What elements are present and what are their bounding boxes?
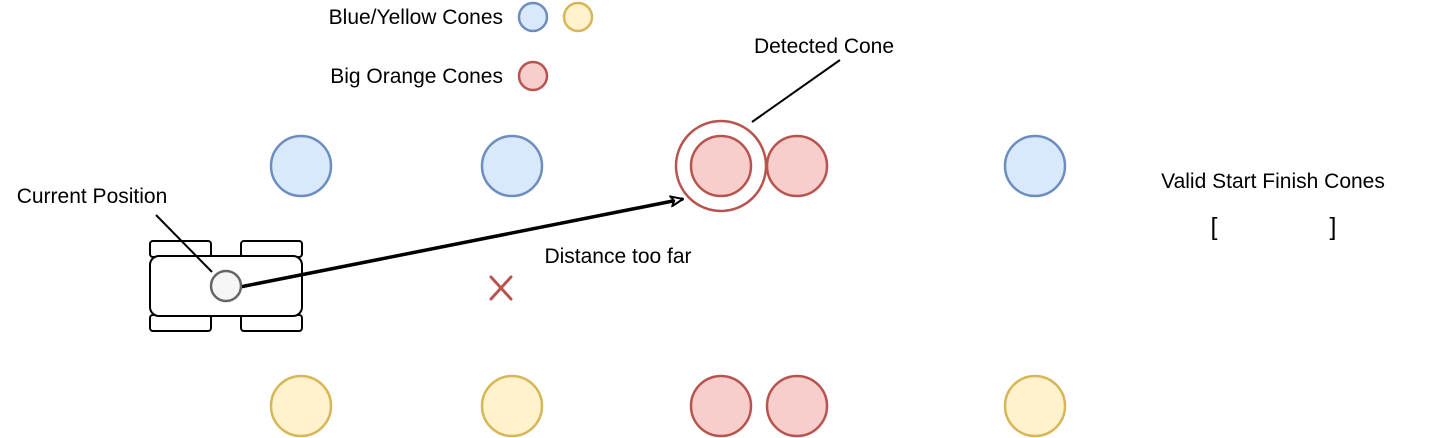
yellow-cone <box>1003 374 1067 438</box>
invalid-x-icon <box>489 275 513 301</box>
detection-arrow <box>239 199 683 289</box>
legend-blue-yellow-label: Blue/Yellow Cones <box>329 6 503 29</box>
big-orange-cone <box>689 374 753 438</box>
distance-too-far-label: Distance too far <box>544 245 691 268</box>
yellow-cone <box>269 374 333 438</box>
detected-cone-label: Detected Cone <box>754 35 894 58</box>
detected-cone-callout-line <box>751 59 841 123</box>
legend-yellow-cone-icon <box>562 1 594 33</box>
yellow-cone <box>480 374 544 438</box>
current-position-marker <box>209 269 243 303</box>
bottom-cone-row <box>269 374 1067 438</box>
valid-start-finish-label: Valid Start Finish Cones <box>1161 170 1385 193</box>
current-position-label: Current Position <box>17 185 168 208</box>
legend: Blue/Yellow Cones Big Orange Cones <box>329 1 594 92</box>
big-orange-cone <box>765 134 829 198</box>
legend-big-orange-label: Big Orange Cones <box>330 65 503 88</box>
top-cone-row <box>269 119 1067 213</box>
big-orange-cone <box>765 374 829 438</box>
legend-blue-cone-icon <box>517 1 549 33</box>
legend-orange-cone-icon <box>517 60 549 92</box>
current-position-callout-line <box>155 214 213 273</box>
blue-cone <box>269 134 333 198</box>
bracket-open: [ <box>1211 213 1218 241</box>
car-wheel-rear-left <box>149 314 212 332</box>
blue-cone <box>1003 134 1067 198</box>
car-wheel-front-right <box>240 240 303 258</box>
bracket-close: ] <box>1330 213 1337 241</box>
big-orange-cone <box>689 134 753 198</box>
car-wheel-rear-right <box>240 314 303 332</box>
blue-cone <box>480 134 544 198</box>
car-wheel-front-left <box>149 240 212 258</box>
